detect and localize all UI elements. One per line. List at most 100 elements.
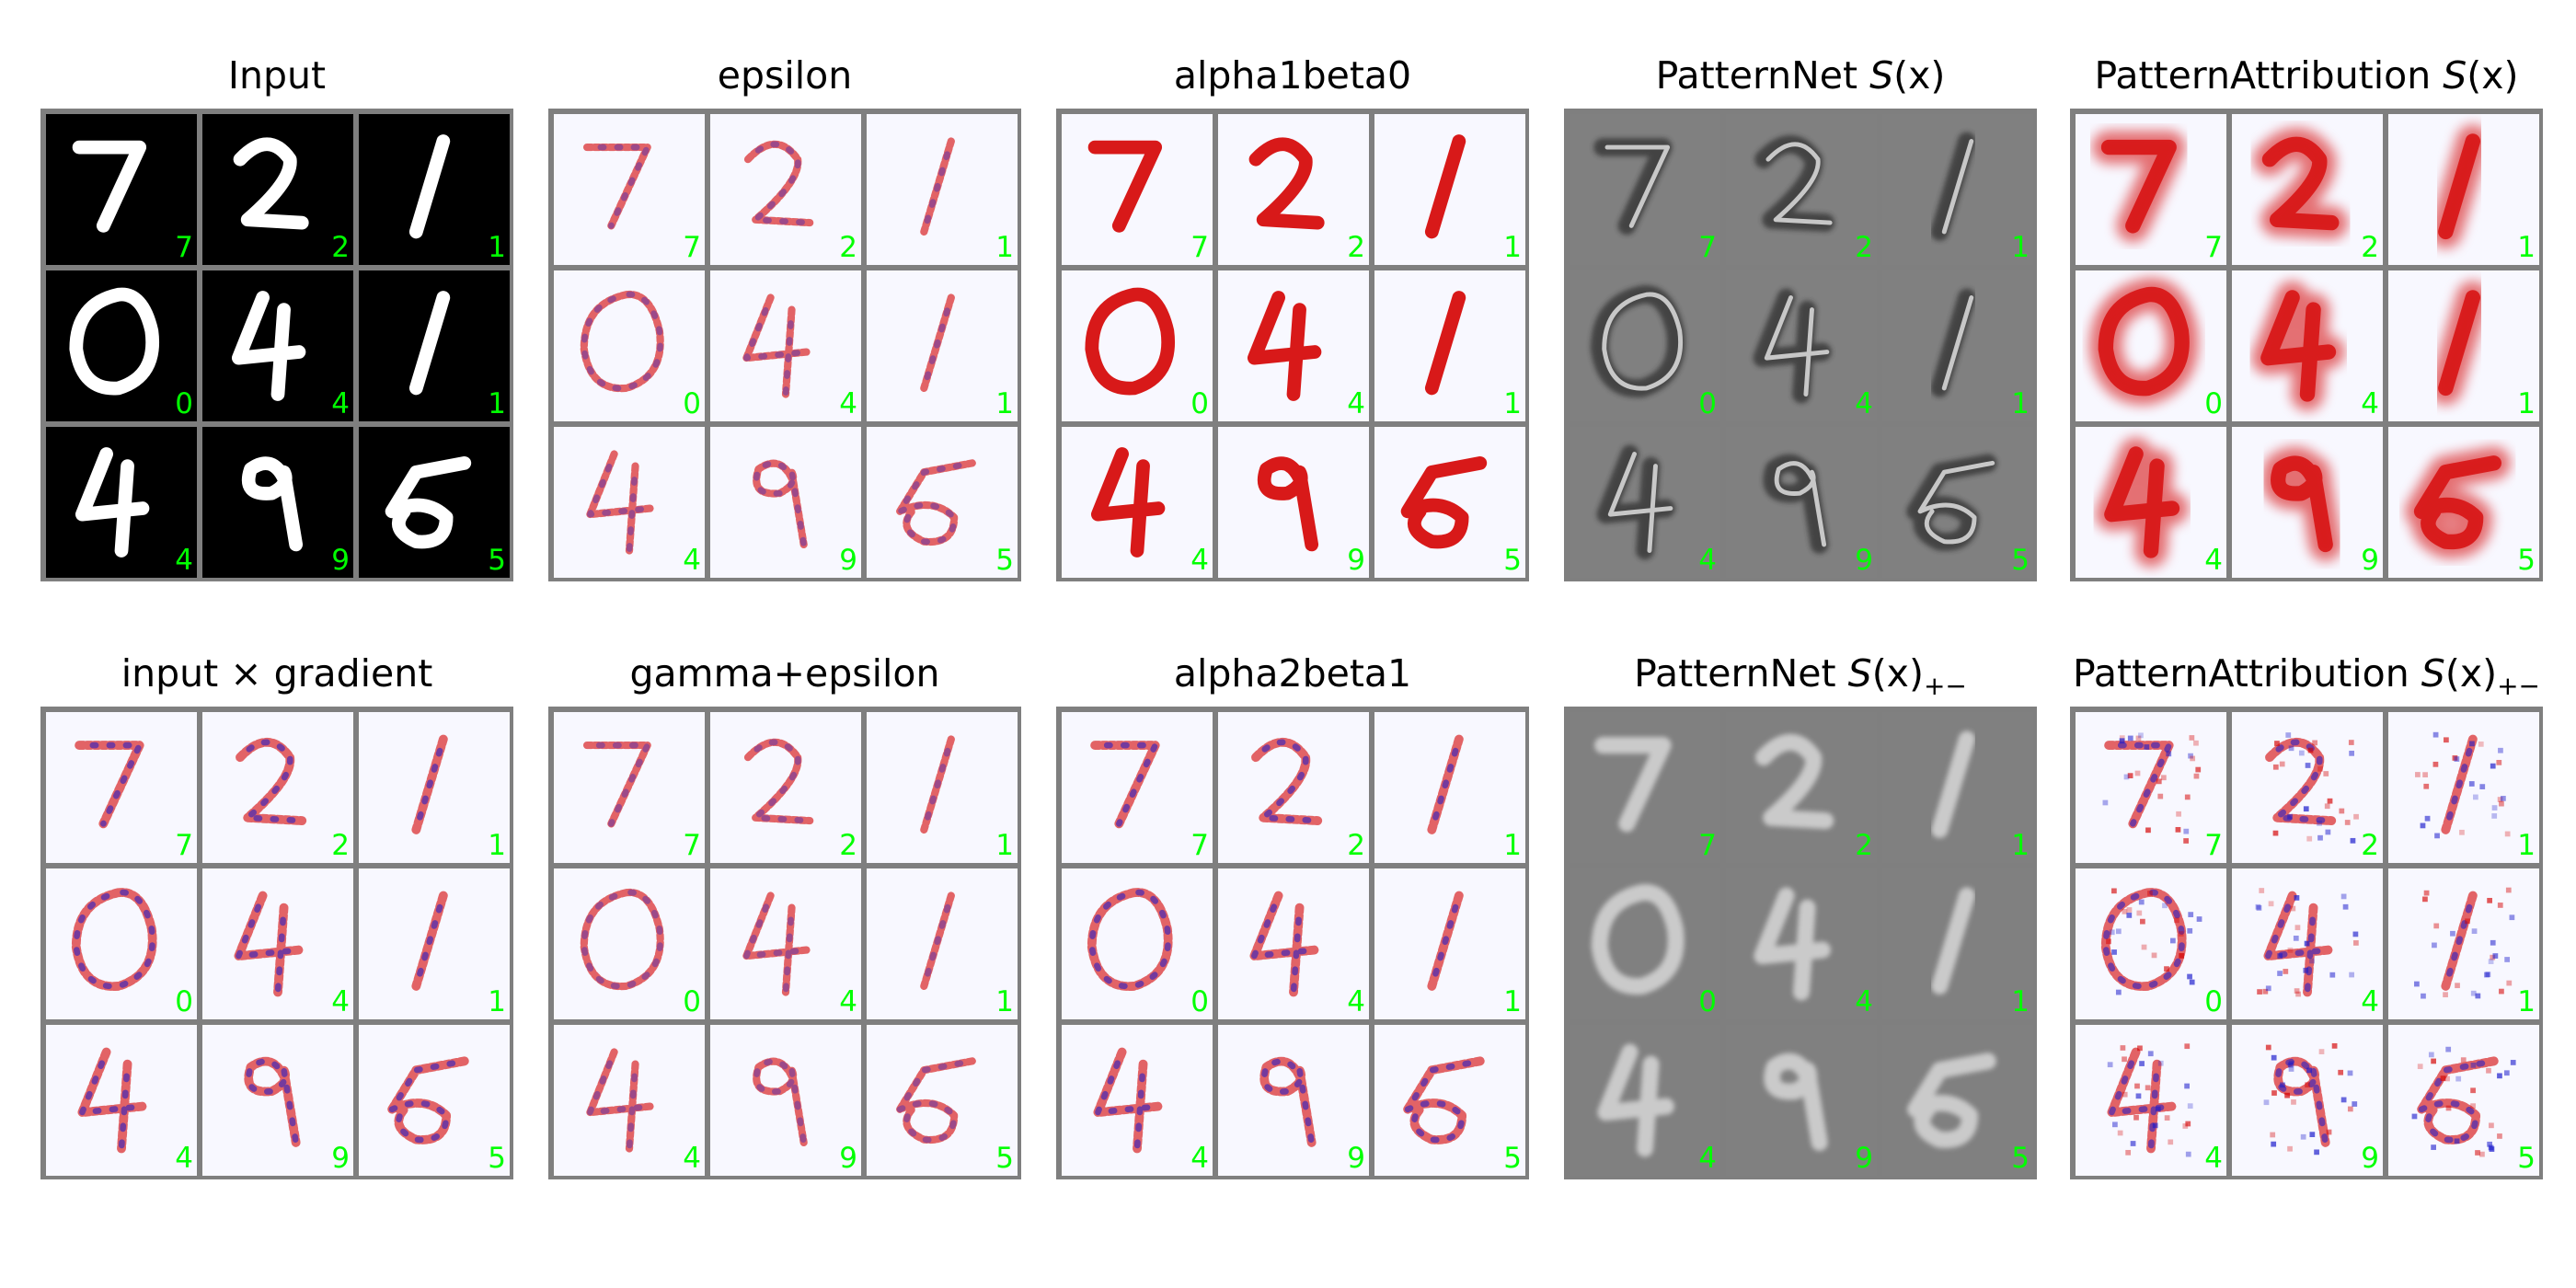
image-grid: 7 2 1 0 4 1 4 9 5 [1564,707,2037,1179]
digit-cell: 4 [710,868,861,1019]
class-label: 5 [1503,1142,1522,1175]
negative-stroke [581,291,663,392]
class-label: 1 [1503,985,1522,1018]
negative-stroke [921,892,955,990]
relevance-stroke [1400,455,1488,549]
negative-stroke [73,889,155,990]
digit-cell: 9 [1218,1025,1369,1176]
digit-image [710,868,861,1019]
class-label: 0 [1698,985,1717,1018]
relevance-stroke [1247,291,1322,401]
digit-cell: 5 [2388,427,2539,578]
digit-cell: 2 [1726,114,1877,265]
class-label: 1 [488,387,506,420]
digit-image [710,712,861,863]
digit-cell: 0 [46,270,197,421]
digit-image [1570,427,1720,578]
relevance-stroke [1257,456,1319,552]
digit-cell: 7 [46,712,197,863]
digit-cell: 1 [1882,270,2033,421]
negative-stroke [2266,739,2335,824]
panel-title: epsilon [717,53,853,98]
digit-cell: 1 [1882,868,2033,1019]
negative-stroke [1404,1058,1484,1144]
digit-image [554,868,705,1019]
class-label: 1 [2517,829,2536,862]
class-label: 1 [2011,231,2030,264]
relevance-stroke [742,891,811,996]
digit-image [867,712,1018,863]
negative-stroke [2418,1058,2498,1144]
negative-stroke [921,294,955,392]
pattern-signal [1754,887,1831,1001]
class-label: 0 [1698,387,1717,420]
digit-image [1726,114,1877,265]
digit-cell: 9 [202,1025,353,1176]
digit-cell: 9 [1726,427,1877,578]
class-label: 1 [2011,829,2030,862]
class-label: 5 [2517,1142,2536,1175]
digit-image [710,270,861,421]
class-label: 4 [175,544,193,577]
negative-stroke [413,736,447,834]
pattern-highlight [1607,452,1673,553]
digit-image [1218,712,1369,863]
relevance-stroke [586,450,655,555]
negative-stroke [1429,892,1463,990]
negative-stroke [1252,739,1321,824]
digit-cell: 5 [2388,1025,2539,1176]
digit-image [1218,114,1369,265]
panel-title: PatternAttribution S(x)+− [2072,651,2541,702]
image-grid: 7 2 1 0 4 1 4 9 5 [2070,707,2543,1179]
digit-image [1374,712,1525,863]
class-label: 7 [683,231,701,264]
negative-stroke [1088,889,1171,990]
relevance-core [2271,455,2333,553]
class-label: 9 [331,1142,350,1175]
digit-cell: 1 [359,270,510,421]
pattern-highlight [1602,292,1683,391]
digit-image [2232,114,2383,265]
digit-cell: 7 [1062,712,1213,863]
negative-stroke [413,892,447,990]
digit-cell: 9 [202,427,353,578]
class-label: 0 [175,387,193,420]
digit-cell: 5 [359,427,510,578]
pattern-highlight [1941,139,1974,235]
digit-cell: 2 [1218,114,1369,265]
relevance-stroke [753,1057,808,1147]
pattern-highlight [1774,461,1827,547]
pattern-shadow [1930,288,1976,397]
digit-cell: 7 [1570,712,1720,863]
panel-title: Input [227,53,327,98]
class-label: 1 [488,231,506,264]
digit-image [202,427,353,578]
negative-stroke [79,1049,146,1152]
relevance-core [2260,290,2337,402]
digit-cell: 5 [1882,427,2033,578]
digit-image [2076,868,2226,1019]
class-label: 7 [175,829,193,862]
digit-cell: 0 [2076,270,2226,421]
digit-image [1726,270,1877,421]
class-label: 0 [2204,387,2223,420]
class-label: 1 [1503,231,1522,264]
digit-image [554,712,705,863]
pattern-signal [1931,730,1975,838]
digit-image [554,427,705,578]
digit-image [1726,1025,1877,1176]
digit-cell: 2 [2232,114,2383,265]
digit-image [202,114,353,265]
class-label: 0 [1190,387,1209,420]
class-label: 9 [839,544,857,577]
digit-image [1570,1025,1720,1176]
digit-image [2076,712,2226,863]
digit-image [867,868,1018,1019]
pattern-signal [1931,887,1975,995]
relevance-core [2100,139,2177,234]
digit-cell: 4 [1726,868,1877,1019]
class-label: 4 [2204,1142,2223,1175]
class-label: 7 [1698,829,1717,862]
panel-title: PatternNet S(x) [1655,53,1946,98]
relevance-stroke [742,293,811,398]
